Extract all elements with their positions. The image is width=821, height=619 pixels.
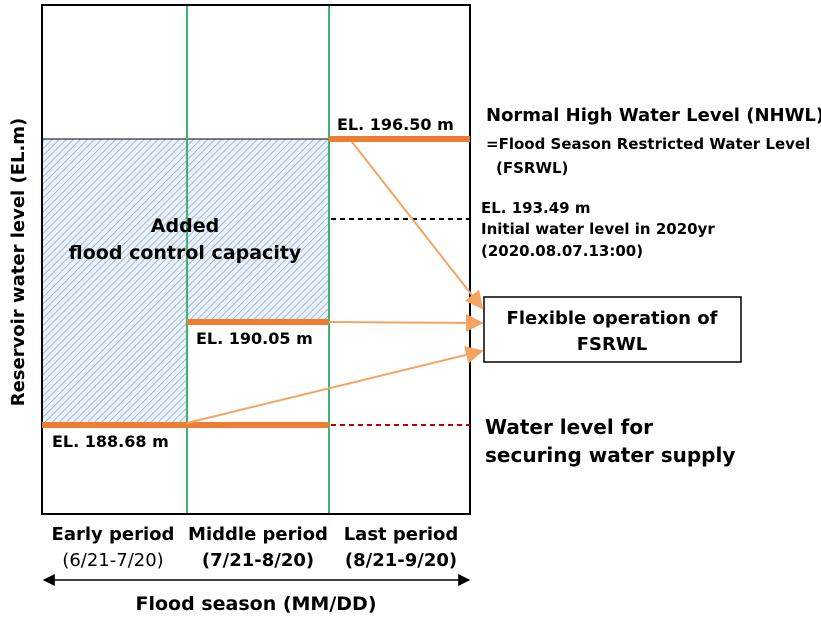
period-middle-range: (7/21-8/20) [202,550,314,571]
chart-frame [41,4,471,515]
period-last-range: (8/21-9/20) [345,550,457,571]
nhwl-annotation-line1: Normal High Water Level (NHWL) [486,105,821,126]
region-label-line2: flood control capacity [69,242,302,264]
supply-annotation-line2: securing water supply [485,443,735,467]
supply-level-label: EL. 188.68 m [52,432,169,451]
nhwl-annotation-line3: (FSRWL) [496,159,568,177]
box-line2: FSRWL [577,334,647,355]
period-early-name: Early period [52,524,175,545]
arrow-middle-to-box [328,313,484,332]
flexible-operation-box [483,296,742,363]
added-capacity-region [41,138,330,426]
nhwl-level-label: EL. 196.50 m [337,115,454,134]
period-middle-name: Middle period [188,524,328,545]
middle-level-label: EL. 190.05 m [196,329,313,348]
arrow-nhwl-to-box [351,141,484,310]
initial-annotation-line3: (2020.08.07.13:00) [481,242,643,260]
arrow-supply-to-box [186,346,484,424]
y-axis-label: Reservoir water level (EL.m) [8,118,29,407]
initial-annotation-line2: Initial water level in 2020yr [481,220,715,238]
box-line1: Flexible operation of [507,308,718,329]
initial-annotation-line1: EL. 193.49 m [481,199,590,217]
period-last-name: Last period [344,524,459,545]
supply-annotation-line1: Water level for [485,415,653,439]
period-early-range: (6/21-7/20) [62,550,163,571]
x-axis-label: Flood season (MM/DD) [136,593,377,615]
nhwl-annotation-line2: =Flood Season Restricted Water Level [486,135,810,153]
region-label-line1: Added [151,215,219,237]
